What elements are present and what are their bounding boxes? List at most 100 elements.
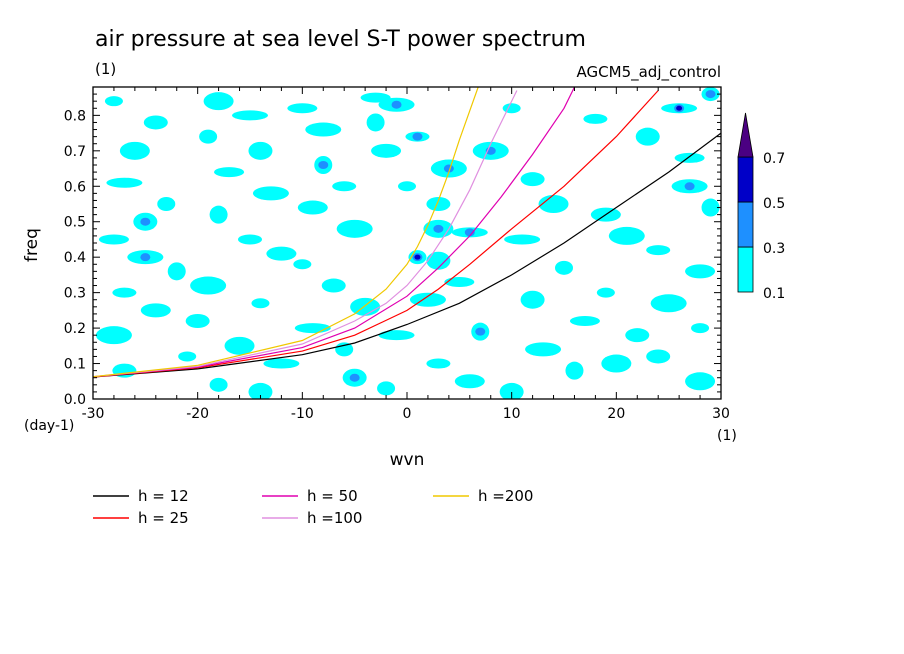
contour-patch (321, 278, 346, 293)
contour-patch (248, 141, 273, 160)
contour-patch (209, 205, 228, 224)
colorbar-label: 0.7 (763, 151, 785, 167)
contour-patch (454, 374, 485, 389)
contour-patch (224, 336, 255, 355)
y-tick-label: 0.5 (64, 215, 86, 231)
contour-patch (625, 328, 650, 343)
colorbar-label: 0.1 (763, 286, 785, 302)
model-label: AGCM5_adj_control (577, 63, 721, 82)
contour-patch (203, 92, 234, 111)
contour-patch (287, 103, 318, 114)
contour-patch (685, 264, 716, 279)
contour-patch (350, 297, 381, 316)
series-line-0 (93, 132, 721, 378)
contour-patch-core (433, 224, 444, 233)
contour-patch (701, 198, 720, 217)
contour-patch (378, 330, 415, 341)
x-tick-label: -30 (82, 406, 105, 422)
contour-patch-core (140, 217, 151, 226)
colorbar-extend-arrow (737, 112, 754, 158)
contour-patch (565, 361, 584, 380)
x-tick-label: 20 (607, 406, 625, 422)
contour-patch-core (705, 90, 716, 99)
contour-patch (104, 96, 123, 107)
y-tick-label: 0.1 (64, 357, 86, 373)
contour-patch (426, 251, 451, 270)
y-tick-label: 0.7 (64, 144, 86, 160)
colorbar: 0.1 0.3 0.5 0.7 (737, 112, 785, 302)
y-tick-label: 0.4 (64, 250, 86, 266)
contour-patch (409, 292, 446, 307)
contour-patch (238, 234, 262, 245)
contour-patch (596, 287, 615, 298)
contour-patch-core (318, 161, 329, 169)
y-axis-label: freq (22, 228, 42, 262)
x-unit-label: (1) (717, 428, 737, 444)
contour-patch (650, 294, 687, 313)
contour-patch-core (684, 182, 695, 191)
contour-patch (214, 167, 245, 178)
contour-patch (520, 290, 545, 309)
colorbar-segment (737, 246, 754, 293)
axis-ticks: -30 -20 -10 0 10 20 30 0.0 0.1 0.2 0.3 0.4 0.5 0.6 0.7… (64, 87, 730, 422)
contour-patch (157, 197, 176, 211)
legend-label-3: h =100 (307, 509, 362, 527)
y-tick-label: 0.3 (64, 286, 86, 302)
series-line-1 (93, 90, 659, 378)
contour-patch (520, 172, 545, 187)
contour-patch (504, 234, 541, 245)
contour-patch (525, 342, 562, 357)
y-tick-label: 0.6 (64, 179, 86, 195)
legend-label-0: h = 12 (138, 487, 189, 505)
contour-patch-core (349, 373, 360, 382)
contour-patch (119, 141, 150, 160)
contour-patch (674, 152, 705, 163)
contour-patch (178, 351, 197, 362)
y-unit-label: (day-1) (24, 418, 74, 434)
series-line-3 (93, 90, 518, 378)
x-tick-label: -20 (186, 406, 209, 422)
contour-patch (377, 381, 396, 396)
contour-patch (293, 259, 312, 270)
contour-patch (98, 234, 129, 245)
contour-patch-peak (414, 254, 421, 260)
contour-patch (305, 122, 342, 137)
contour-patch (190, 276, 227, 295)
x-tick-label: -10 (291, 406, 314, 422)
contour-patch (646, 349, 671, 364)
contour-patch (336, 219, 373, 238)
colorbar-segment (737, 201, 754, 248)
y-tick-label: 0.8 (64, 108, 86, 124)
colorbar-label: 0.3 (763, 241, 785, 257)
contour-patch (444, 277, 475, 287)
contour-fill-layer (95, 87, 720, 399)
contour-patch-core (412, 132, 423, 141)
contour-patch (297, 200, 328, 215)
contour-patch (167, 262, 186, 281)
contour-patch (608, 226, 645, 245)
contour-patch (294, 323, 331, 334)
contour-patch (232, 110, 268, 121)
units-label: (1) (95, 60, 116, 78)
contour-patch (251, 298, 270, 309)
contour-patch (371, 143, 402, 158)
contour-patch-core (443, 164, 454, 173)
contour-patch-peak (676, 105, 683, 111)
chart-title: air pressure at sea level S-T power spec… (95, 27, 586, 52)
contour-patch (601, 354, 632, 373)
x-tick-label: 30 (712, 406, 730, 422)
y-tick-label: 0.0 (64, 392, 86, 408)
contour-patch (569, 316, 600, 326)
contour-patch (366, 113, 385, 132)
contour-patch (266, 246, 297, 261)
legend-label-2: h = 50 (307, 487, 358, 505)
colorbar-segment (737, 156, 754, 203)
contour-patch (398, 181, 416, 192)
contour-patch (502, 103, 521, 114)
series-line-2 (93, 87, 576, 378)
contour-patch (209, 377, 228, 392)
contour-patch (332, 181, 357, 192)
contour-patch (185, 314, 210, 328)
contour-patch (106, 177, 143, 188)
